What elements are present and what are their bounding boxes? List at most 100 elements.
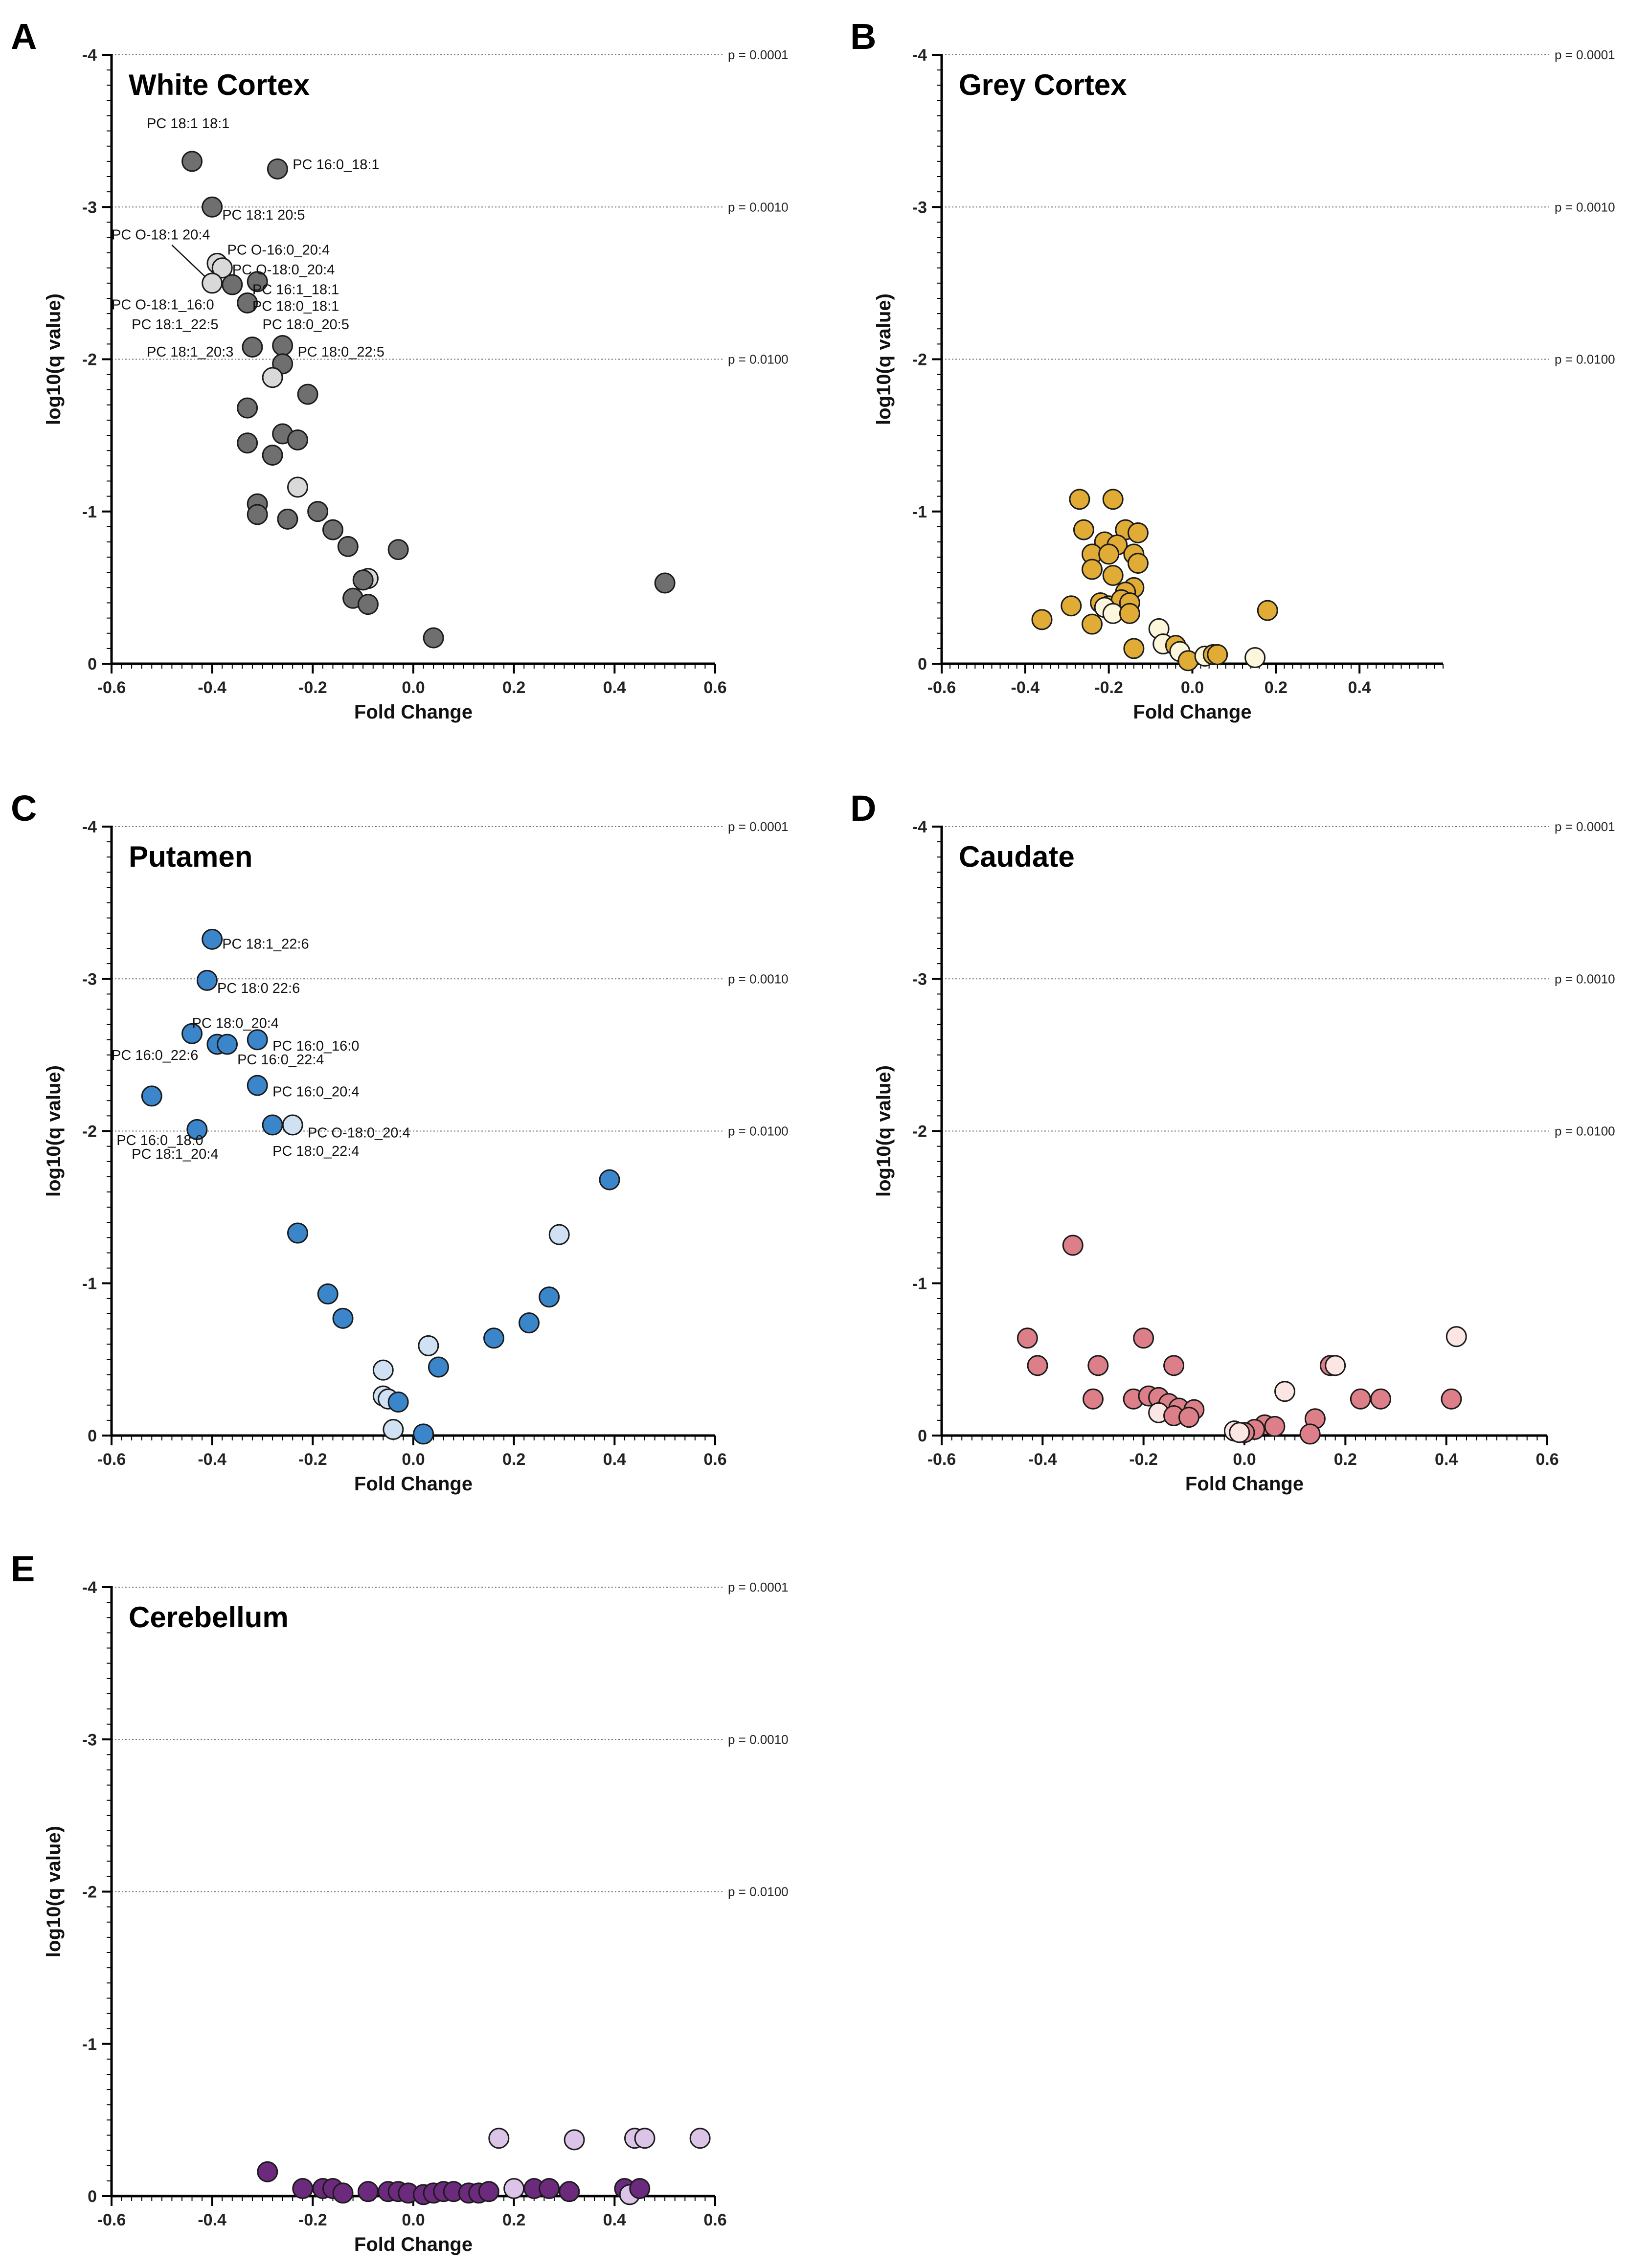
- data-point: [186, 1119, 208, 1140]
- data-point-label: PC 18:0_18:1: [252, 299, 339, 314]
- data-point: [247, 1029, 268, 1051]
- data-point: [181, 1023, 203, 1044]
- x-tick-label: -0.2: [298, 678, 327, 697]
- x-tick-label: 0.6: [1536, 1450, 1559, 1469]
- data-point: [383, 1419, 404, 1440]
- x-tick-label: 0.0: [1233, 1450, 1256, 1469]
- data-point: [332, 2182, 354, 2204]
- data-point: [242, 337, 263, 358]
- y-axis-title: log10(q value): [873, 293, 895, 425]
- data-point: [332, 1307, 354, 1329]
- data-point: [539, 2178, 560, 2199]
- y-axis-title: log10(q value): [43, 293, 65, 425]
- data-point-label: PC 16:0_16:0: [272, 1038, 359, 1054]
- data-point: [387, 1392, 409, 1413]
- panel-letter: B: [850, 16, 876, 57]
- data-point: [297, 383, 318, 405]
- reference-line-label: p = 0.0001: [1555, 819, 1615, 834]
- data-point-label: PC 16:1_18:1: [252, 282, 339, 297]
- data-point: [262, 445, 283, 466]
- panel-letter: E: [11, 1549, 35, 1589]
- data-point: [322, 519, 343, 540]
- reference-line-label: p = 0.0100: [728, 352, 789, 367]
- y-tick-label: -1: [912, 1275, 927, 1293]
- data-point: [277, 508, 298, 530]
- x-tick-label: 0.4: [603, 1450, 626, 1469]
- reference-line-label: p = 0.0100: [728, 1885, 789, 1899]
- data-point: [1031, 609, 1053, 630]
- data-point: [1027, 1355, 1048, 1376]
- data-point: [202, 928, 223, 950]
- y-tick-label: -2: [912, 351, 927, 369]
- data-point: [257, 2161, 278, 2182]
- data-point: [634, 2128, 655, 2149]
- data-point-label: PC 18:1 20:5: [222, 207, 305, 223]
- y-tick-label: -1: [82, 503, 97, 521]
- data-point: [1207, 644, 1228, 665]
- data-point: [1370, 1388, 1392, 1410]
- data-point: [202, 272, 223, 294]
- data-point-label: PC O-18:0_20:4: [232, 262, 335, 278]
- x-tick-label: 0.2: [1334, 1450, 1357, 1469]
- data-point: [1244, 647, 1266, 669]
- reference-line-label: p = 0.0010: [728, 971, 789, 986]
- y-tick-label: 0: [88, 2187, 97, 2206]
- y-tick-label: -1: [82, 2035, 97, 2054]
- x-tick-label: -0.6: [927, 678, 956, 697]
- y-tick-label: -2: [912, 1123, 927, 1141]
- data-point-label: PC 18:0_22:4: [272, 1144, 359, 1159]
- y-tick-label: -4: [912, 818, 927, 836]
- data-point: [262, 367, 283, 388]
- data-point: [418, 1335, 439, 1356]
- x-tick-label: 0.4: [603, 2211, 626, 2229]
- x-axis-title: Fold Change: [354, 1473, 473, 1495]
- x-axis-title: Fold Change: [354, 701, 473, 723]
- x-tick-label: -0.2: [1094, 678, 1123, 697]
- x-tick-label: 0.4: [603, 678, 626, 697]
- data-point: [211, 257, 233, 279]
- data-point: [1127, 522, 1149, 543]
- data-point-label: PC 16:0_22:4: [237, 1052, 324, 1068]
- data-point-label: PC 16:0_18:1: [293, 157, 379, 173]
- data-point: [237, 432, 258, 454]
- y-axis-title: log10(q value): [43, 1065, 65, 1197]
- data-point: [1133, 1327, 1154, 1349]
- x-tick-label: 0.4: [1348, 678, 1371, 697]
- data-point-label: PC 18:0_20:4: [192, 1016, 279, 1032]
- data-point: [478, 2181, 499, 2202]
- y-tick-label: -4: [82, 46, 97, 65]
- data-point: [282, 1114, 303, 1136]
- data-point: [629, 2178, 651, 2199]
- x-tick-label: 0.2: [1265, 678, 1288, 697]
- data-point: [292, 2178, 314, 2199]
- data-point: [196, 969, 218, 991]
- data-point: [237, 397, 258, 419]
- y-tick-label: 0: [88, 655, 97, 674]
- reference-line-label: p = 0.0001: [728, 819, 789, 834]
- panel-letter: A: [11, 16, 37, 57]
- data-point-label: PC O-18:1 20:4: [112, 227, 210, 243]
- x-tick-label: 0.0: [402, 678, 425, 697]
- data-point-label: PC 18:0_20:5: [263, 317, 349, 333]
- y-tick-label: -4: [82, 1578, 97, 1597]
- reference-line-label: p = 0.0001: [728, 1580, 789, 1594]
- data-point: [1073, 519, 1094, 540]
- y-tick-label: -2: [82, 351, 97, 369]
- data-point-label: PC 18:1_20:4: [132, 1146, 218, 1162]
- x-tick-label: -0.6: [927, 1450, 956, 1469]
- data-point: [372, 1359, 394, 1381]
- data-point: [1325, 1355, 1346, 1376]
- data-point: [202, 196, 223, 218]
- data-point-label: PC 18:0_22:5: [297, 344, 384, 360]
- x-tick-label: -0.2: [298, 2211, 327, 2229]
- data-point: [1441, 1388, 1462, 1410]
- data-point: [1264, 1415, 1286, 1437]
- x-tick-label: 0.0: [402, 1450, 425, 1469]
- data-point: [1123, 638, 1145, 659]
- data-point: [1061, 595, 1082, 617]
- y-tick-label: -1: [82, 1275, 97, 1293]
- x-tick-label: 0.2: [502, 1450, 525, 1469]
- data-point-label: PC O-16:0_20:4: [227, 242, 330, 258]
- y-tick-label: -4: [82, 818, 97, 836]
